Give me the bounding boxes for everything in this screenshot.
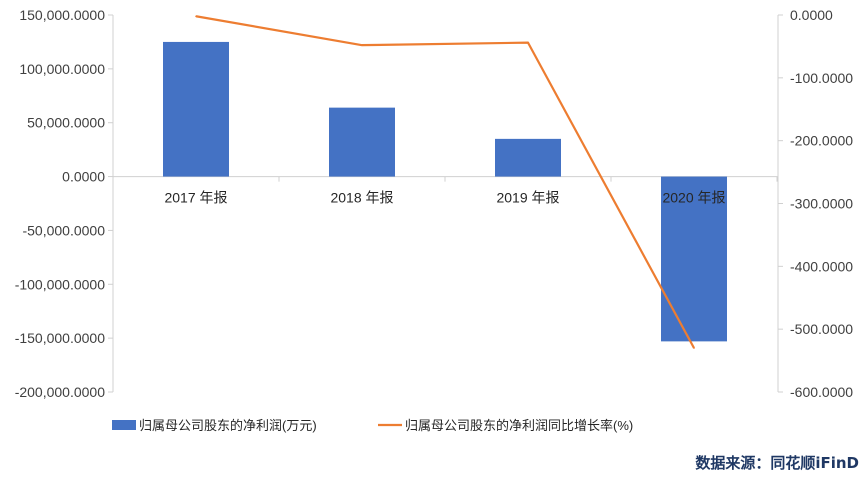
- x-tick-label: 2020 年报: [662, 190, 725, 206]
- right-tick-label: -100.0000: [790, 70, 853, 86]
- right-tick-label: -200.0000: [790, 133, 853, 149]
- growth-line: [195, 15, 695, 349]
- bar: [661, 176, 727, 342]
- line-series: [195, 15, 695, 349]
- line-point: [693, 347, 695, 349]
- axes: 150,000.0000 100,000.0000 50,000.0000 0.000…: [15, 7, 854, 400]
- line-point: [195, 15, 197, 18]
- right-tick-label: -400.0000: [790, 258, 853, 274]
- line-point: [361, 44, 363, 46]
- left-tick-label: 50,000.0000: [27, 115, 105, 131]
- left-tick-label: -50,000.0000: [22, 222, 105, 238]
- bar: [329, 107, 395, 177]
- bar: [495, 138, 561, 177]
- x-tick-label: 2019 年报: [496, 190, 559, 206]
- x-axis-labels: 2017 年报 2018 年报 2019 年报 2020 年报: [164, 190, 725, 206]
- left-tick-label: 0.0000: [62, 169, 105, 185]
- x-tick-label: 2018 年报: [330, 190, 393, 206]
- left-tick-label: -200,000.0000: [15, 384, 106, 400]
- legend-label-line: 归属母公司股东的净利润同比增长率(%): [405, 418, 633, 433]
- source-note: 数据来源：同花顺iFinD: [695, 454, 859, 472]
- left-tick-label: 150,000.0000: [19, 7, 105, 23]
- legend: 归属母公司股东的净利润(万元) 归属母公司股东的净利润同比增长率(%): [112, 418, 633, 433]
- legend-label-bar: 归属母公司股东的净利润(万元): [139, 418, 317, 433]
- bar: [163, 41, 229, 177]
- left-tick-label: -150,000.0000: [15, 330, 106, 346]
- right-tick-label: 0.0000: [790, 7, 833, 23]
- x-tick-label: 2017 年报: [164, 190, 227, 206]
- right-tick-label: -600.0000: [790, 384, 853, 400]
- line-point: [527, 41, 529, 44]
- right-tick-label: -500.0000: [790, 321, 853, 337]
- bar-series: [163, 41, 727, 342]
- right-tick-label: -300.0000: [790, 196, 853, 212]
- left-tick-label: 100,000.0000: [19, 61, 105, 77]
- left-tick-label: -100,000.0000: [15, 276, 106, 292]
- legend-swatch-bar: [112, 420, 136, 430]
